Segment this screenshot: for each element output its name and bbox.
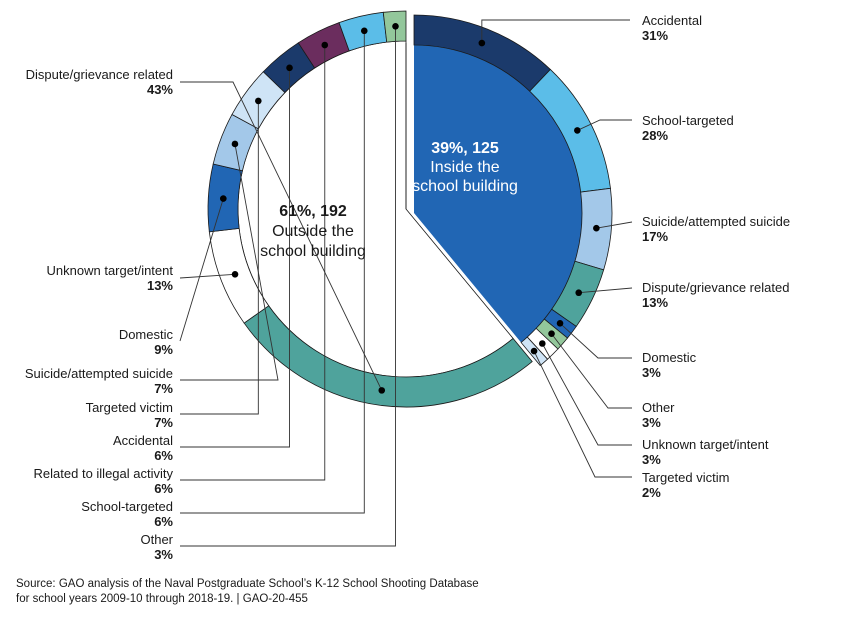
inside-label-line2: school building [412,178,518,195]
outside-leader-dot-8 [392,23,399,30]
labels-layer: Accidental31%School-targeted28%Suicide/a… [25,13,790,562]
inside-leader-0 [481,19,630,44]
outside-percent-label: 61%, 192 [279,203,347,220]
outside-value-7: 6% [154,514,173,529]
inside-leader-dot-2 [593,224,600,232]
inside-value-5: 3% [642,415,661,430]
leader-lines-layer [179,19,633,547]
inside-leader-3 [578,287,633,294]
inside-percent-label: 39%, 125 [431,140,499,157]
inside-value-6: 3% [642,452,661,467]
inside-leader-1 [577,119,632,131]
inside-group-slice [414,45,582,343]
outside-leader-7 [180,30,365,514]
inside-label-4: Domestic [642,350,697,365]
inside-value-0: 31% [642,28,668,43]
outside-label-2: Domestic [119,327,174,342]
inside-label-line1: Inside the [430,159,499,176]
outside-label-0: Dispute/grievance related [26,67,173,82]
outside-leader-5 [180,67,290,448]
outside-value-3: 7% [154,381,173,396]
outside-value-4: 7% [154,415,173,430]
inside-label-0: Accidental [642,13,702,28]
outside-value-0: 43% [147,82,173,97]
leader-dots-layer [219,23,600,394]
slices-layer [207,10,613,408]
outside-label-5: Accidental [113,433,173,448]
inside-leader-dot-3 [575,289,583,297]
outside-leader-4 [180,100,259,415]
outside-label-3: Suicide/attempted suicide [25,366,173,381]
outside-value-8: 3% [154,547,173,562]
outside-label-line1: Outside the [272,223,354,240]
outside-label-line2: school building [260,243,366,260]
outside-leader-1 [179,273,236,279]
outside-label-6: Related to illegal activity [34,466,174,481]
inside-leader-2 [596,221,633,229]
inside-leader-dot-7 [530,347,538,355]
outside-leader-3 [180,143,279,381]
inside-label-3: Dispute/grievance related [642,280,789,295]
outside-leader-dot-5 [286,64,293,72]
outside-leader-6 [180,45,326,481]
inside-leader-5 [551,333,632,409]
inside-leader-dot-4 [556,319,564,327]
outside-label-8: Other [140,532,173,547]
inside-label-6: Unknown target/intent [642,437,769,452]
inside-leader-7 [533,350,632,478]
inside-value-1: 28% [642,128,668,143]
inside-label-2: Suicide/attempted suicide [642,214,790,229]
source-line-1: Source: GAO analysis of the Naval Postgr… [16,578,479,590]
outside-leader-dot-3 [231,140,239,148]
outside-leader-0 [180,81,383,391]
inside-leader-4 [559,322,632,359]
inside-leader-dot-1 [574,127,581,134]
outside-leader-dot-1 [231,270,239,278]
outside-value-6: 6% [154,481,173,496]
inside-leader-dot-6 [538,340,546,347]
outside-leader-2 [179,198,224,342]
outside-center-label: 61%, 192 Outside the school building [260,203,366,260]
inside-value-2: 17% [642,229,668,244]
outside-leader-dot-6 [321,41,329,49]
outside-label-4: Targeted victim [86,400,173,415]
source-line-2: for school years 2009-10 through 2018-19… [16,593,308,605]
inside-value-4: 3% [642,365,661,380]
outside-leader-dot-2 [219,195,227,202]
outside-value-2: 9% [154,342,173,357]
inside-value-3: 13% [642,295,668,310]
outside-leader-8 [180,26,396,547]
inside-label-7: Targeted victim [642,470,729,485]
outside-leader-dot-7 [360,27,368,35]
inside-label-1: School-targeted [642,113,734,128]
inside-leader-dot-0 [478,39,486,47]
inside-value-7: 2% [642,485,661,500]
inside-label-5: Other [642,400,675,415]
outside-leader-dot-4 [255,97,262,105]
inside-center-label: 39%, 125 Inside the school building [412,140,518,195]
outside-label-1: Unknown target/intent [47,263,174,278]
outside-value-5: 6% [154,448,173,463]
source-note: Source: GAO analysis of the Naval Postgr… [16,577,636,607]
outside-label-7: School-targeted [81,499,173,514]
inside-leader-dot-5 [548,330,555,338]
inside-leader-6 [541,343,632,446]
outside-value-1: 13% [147,278,173,293]
outside-leader-dot-0 [378,387,386,394]
